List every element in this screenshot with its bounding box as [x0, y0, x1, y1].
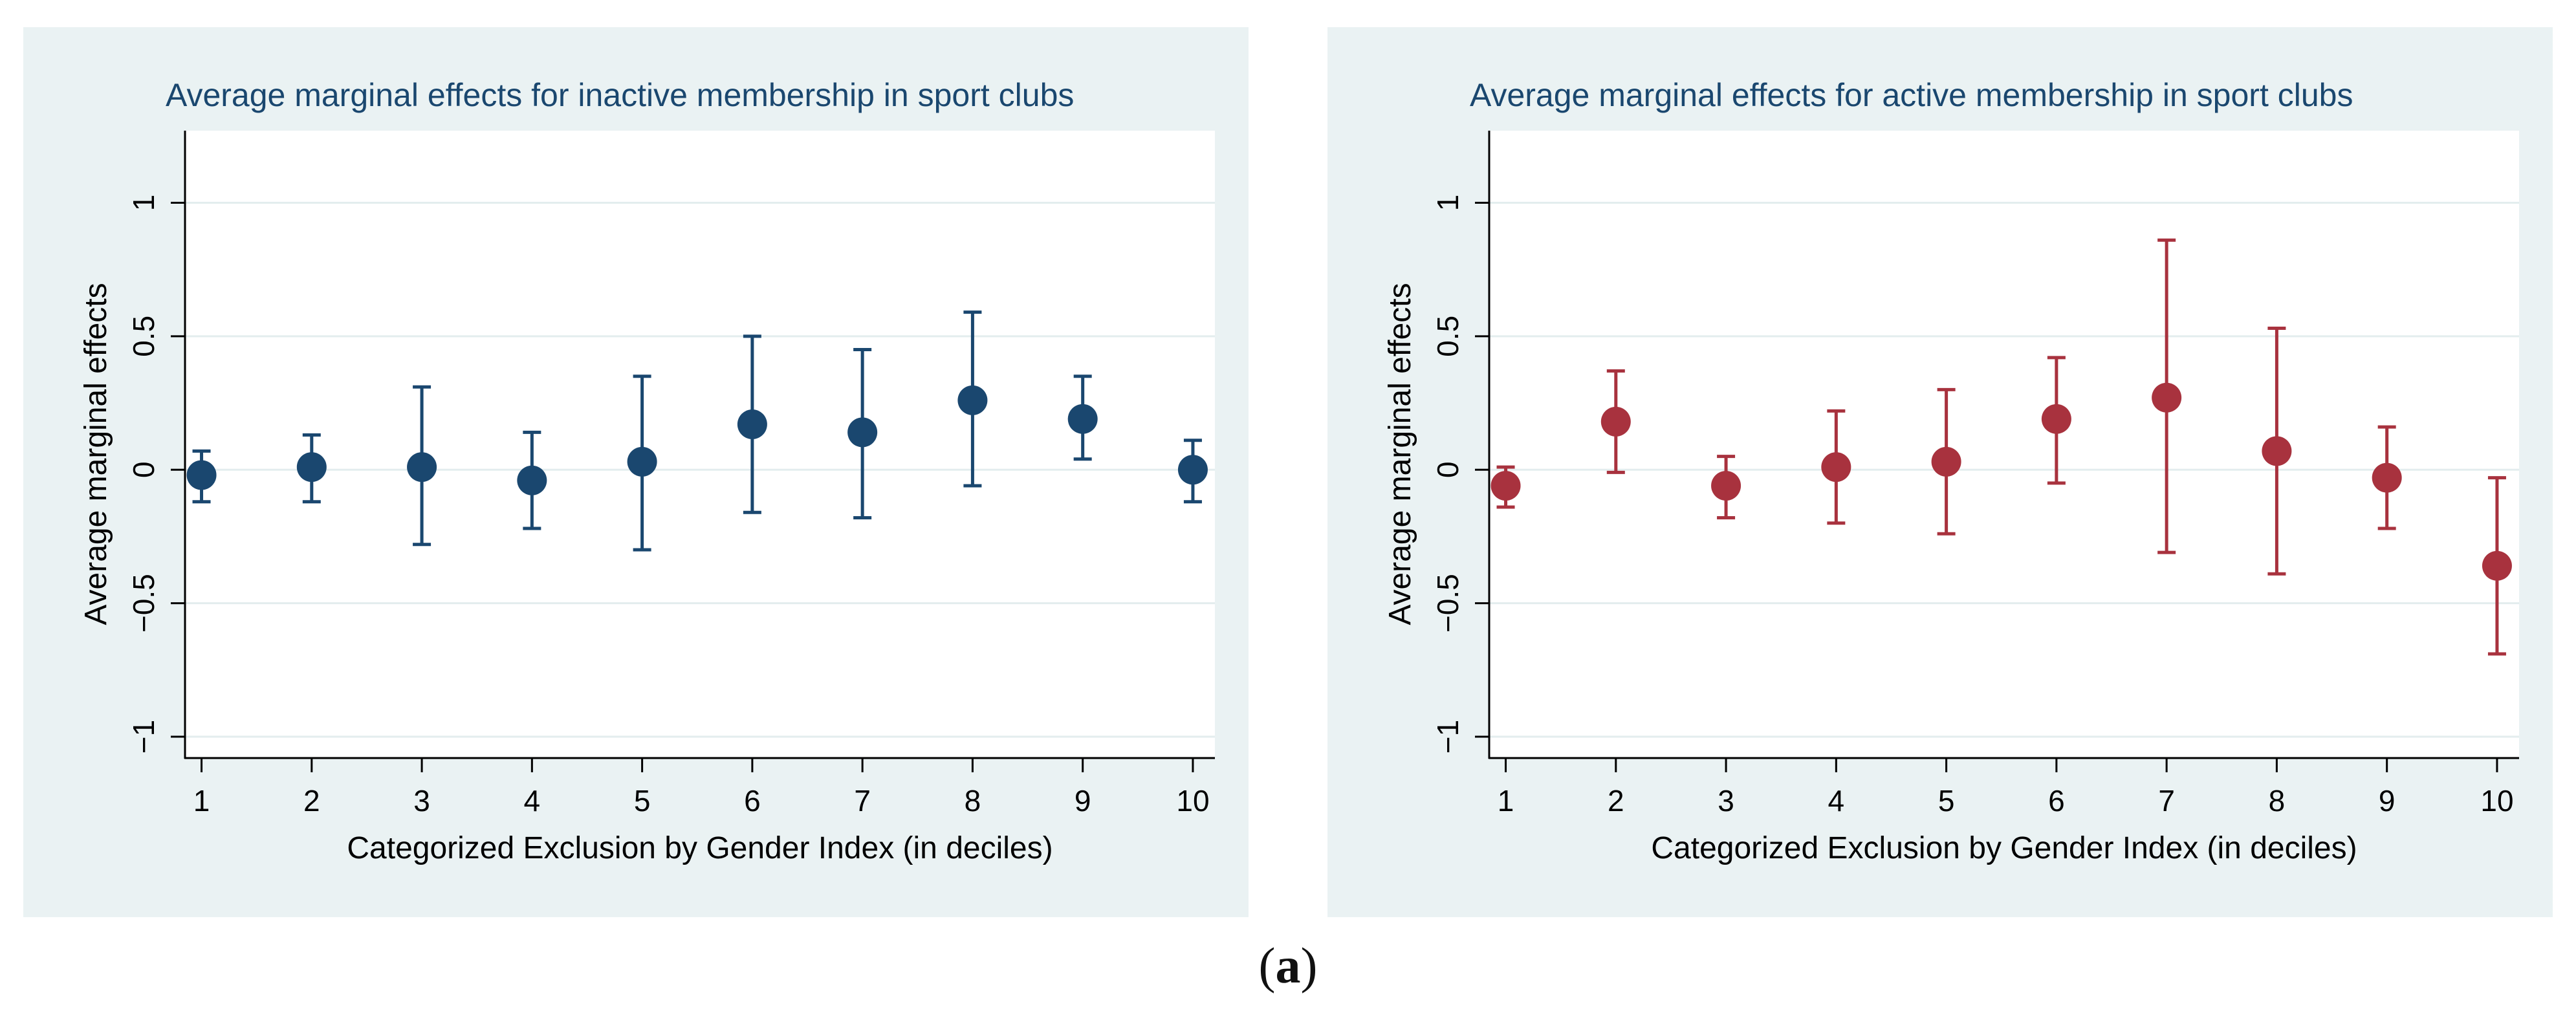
y-tick-label: 1	[127, 195, 160, 212]
caption-open-paren: (	[1258, 937, 1276, 993]
data-point-group	[737, 334, 767, 514]
x-tick-label: 9	[2379, 784, 2396, 818]
data-series	[1490, 238, 2512, 656]
x-tick-label: 4	[1828, 784, 1845, 818]
data-point-group	[517, 430, 547, 530]
data-point-group	[2041, 356, 2071, 485]
data-point	[2262, 436, 2292, 466]
data-point	[627, 446, 657, 477]
data-point-group	[1490, 465, 1521, 509]
data-point	[1931, 446, 1961, 477]
x-tick-label: 8	[965, 784, 981, 818]
data-point-group	[1821, 409, 1851, 525]
x-tick-label: 4	[524, 784, 541, 818]
y-tick-label: −1	[127, 720, 160, 754]
data-point	[2372, 462, 2402, 493]
data-point-group	[2152, 238, 2182, 554]
data-series	[186, 310, 1208, 552]
y-tick-label: 0	[127, 461, 160, 478]
data-point	[1067, 404, 1098, 434]
data-point-group	[296, 433, 327, 504]
y-tick-label: 0	[1431, 461, 1465, 478]
chart-inactive-membership: −1 −0.5 0 0.5 1 1 2 3 4 5 6 7 8 9 10 Average marginal …	[79, 77, 1215, 865]
y-tick-label: −0.5	[127, 574, 160, 633]
y-tick-label: 0.5	[127, 316, 160, 357]
x-tick-label: 6	[2048, 784, 2065, 818]
data-point	[407, 452, 437, 483]
data-point	[957, 385, 988, 415]
y-tick-label: −1	[1431, 720, 1465, 754]
data-point-group	[2372, 425, 2402, 530]
x-tick-label: 9	[1075, 784, 1091, 818]
data-point-group	[407, 385, 437, 547]
data-point	[296, 452, 327, 483]
data-point	[2482, 550, 2512, 581]
x-tick-label: 2	[1608, 784, 1624, 818]
plot-area	[185, 131, 1215, 758]
axes: −1 −0.5 0 0.5 1 1 2 3 4 5 6 7 8 9 10	[127, 131, 1215, 818]
chart-active-membership: −1 −0.5 0 0.5 1 1 2 3 4 5 6 7 8 9 10 Average marginal …	[1383, 77, 2519, 865]
data-point-group	[957, 310, 988, 488]
gridlines	[1489, 201, 2519, 738]
chart-panel-inactive: −1 −0.5 0 0.5 1 1 2 3 4 5 6 7 8 9 10 Average marginal …	[23, 27, 1249, 917]
data-point	[186, 460, 217, 490]
x-tick-label: 7	[2158, 784, 2175, 818]
y-tick-label: −0.5	[1431, 574, 1465, 633]
x-tick-label: 3	[1718, 784, 1734, 818]
x-tick-label: 1	[193, 784, 210, 818]
caption-close-paren: )	[1300, 937, 1318, 993]
x-tick-label: 5	[1938, 784, 1955, 818]
data-point	[1600, 406, 1631, 437]
data-point-group	[2482, 476, 2512, 656]
y-axis-label: Average marginal effects	[1383, 283, 1417, 625]
x-tick-label: 1	[1498, 784, 1514, 818]
gridlines	[185, 201, 1215, 738]
x-tick-label: 6	[744, 784, 761, 818]
y-tick-label: 0.5	[1431, 316, 1465, 357]
x-tick-label: 10	[2480, 784, 2513, 818]
data-point	[1490, 470, 1521, 501]
data-point-group	[186, 449, 217, 504]
x-tick-label: 8	[2269, 784, 2286, 818]
data-point	[2152, 382, 2182, 413]
y-tick-label: 1	[1431, 195, 1465, 212]
data-point-group	[1711, 455, 1741, 520]
data-point	[737, 409, 767, 440]
data-point	[2041, 404, 2071, 434]
data-point-group	[627, 374, 657, 552]
data-point-group	[1600, 369, 1631, 474]
y-axis-label: Average marginal effects	[79, 283, 113, 625]
x-tick-label: 3	[413, 784, 430, 818]
data-point-group	[1067, 374, 1098, 461]
plot-area	[1489, 131, 2519, 758]
data-point-group	[847, 347, 878, 520]
chart-title: Average marginal effects for active memb…	[1470, 77, 2353, 113]
x-tick-label: 7	[854, 784, 871, 818]
data-point-group	[2262, 326, 2292, 576]
data-point	[1711, 470, 1741, 501]
chart-title: Average marginal effects for inactive me…	[166, 77, 1074, 113]
chart-panel-active: −1 −0.5 0 0.5 1 1 2 3 4 5 6 7 8 9 10 Average marginal …	[1327, 27, 2553, 917]
x-tick-label: 5	[634, 784, 651, 818]
x-tick-label: 10	[1176, 784, 1209, 818]
figure-caption: (a)	[0, 937, 2576, 995]
x-tick-label: 2	[303, 784, 320, 818]
data-point-group	[1177, 439, 1208, 504]
axes: −1 −0.5 0 0.5 1 1 2 3 4 5 6 7 8 9 10	[1431, 131, 2519, 818]
x-axis-label: Categorized Exclusion by Gender Index (i…	[1651, 831, 2357, 865]
x-axis-label: Categorized Exclusion by Gender Index (i…	[347, 831, 1053, 865]
caption-letter: a	[1275, 937, 1301, 993]
data-point	[1177, 455, 1208, 485]
data-point-group	[1931, 387, 1961, 536]
data-point	[1821, 452, 1851, 483]
data-point	[847, 417, 878, 448]
data-point	[517, 465, 547, 495]
